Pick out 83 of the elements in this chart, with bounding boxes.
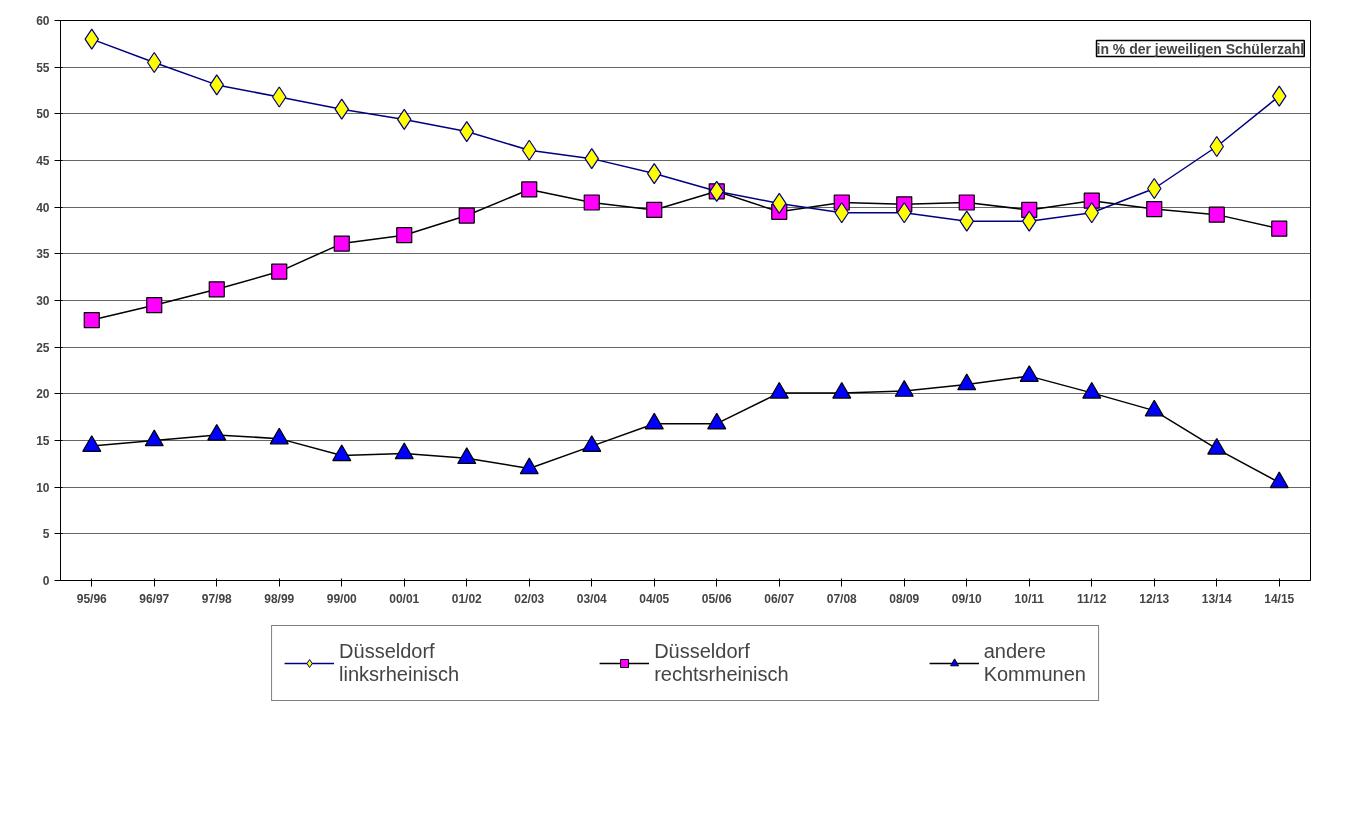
y-tick-label: 30 <box>36 294 50 308</box>
point <box>269 427 289 445</box>
legend-label: Düsseldorf linksrheinisch <box>339 639 460 687</box>
x-tick-label: 04/05 <box>639 591 670 606</box>
point <box>1271 220 1288 237</box>
y-tick-label: 15 <box>36 434 50 448</box>
y-tick-label: 25 <box>36 340 50 355</box>
point <box>1208 206 1225 223</box>
point <box>958 194 975 211</box>
x-tick-label: 02/03 <box>514 591 545 606</box>
point <box>271 86 287 108</box>
point <box>1269 471 1289 489</box>
point <box>146 297 163 314</box>
y-tick-label: 50 <box>36 107 50 122</box>
point <box>271 263 288 280</box>
x-tick-label: 09/10 <box>951 591 983 606</box>
y-tick-label: 20 <box>36 387 50 402</box>
point <box>458 207 475 224</box>
x-tick-label: 10/11 <box>1014 591 1045 606</box>
point <box>394 442 414 460</box>
point <box>521 181 538 198</box>
point <box>646 201 663 219</box>
x-tick-label: 00/01 <box>389 591 420 606</box>
x-tick-label: 05/06 <box>701 591 733 606</box>
y-tick-label: 35 <box>36 247 50 262</box>
point <box>519 457 539 475</box>
point <box>207 423 227 441</box>
y-tick-label: 10 <box>36 480 50 495</box>
point <box>644 412 664 430</box>
point <box>1207 437 1227 455</box>
point <box>957 373 977 391</box>
x-tick-label: 14/15 <box>1264 591 1295 606</box>
point <box>834 202 850 224</box>
point <box>82 435 102 452</box>
point <box>333 235 350 252</box>
point <box>396 227 413 244</box>
point <box>1021 210 1037 232</box>
annotation: in % der jeweiligen Schülerzahl <box>1096 40 1305 57</box>
point <box>1019 365 1039 382</box>
x-tick-label: 08/09 <box>889 591 920 606</box>
point <box>1082 381 1102 399</box>
point <box>896 202 912 224</box>
x-tick-label: 12/13 <box>1139 591 1170 606</box>
point <box>894 380 914 397</box>
x-tick-label: 96/97 <box>139 591 170 606</box>
point <box>707 412 727 430</box>
point <box>332 444 352 462</box>
point <box>1084 202 1100 224</box>
x-tick-label: 99/00 <box>326 591 358 606</box>
x-tick-label: 95/96 <box>76 591 108 606</box>
point <box>583 194 600 211</box>
x-tick-label: 13/14 <box>1201 591 1233 606</box>
x-tick-label: 98/99 <box>264 591 295 606</box>
x-tick-label: 11/12 <box>1077 591 1107 606</box>
y-tick-label: 60 <box>36 14 50 28</box>
point <box>1271 85 1287 107</box>
y-tick-label: 55 <box>36 60 50 75</box>
legend-label: Düsseldorf rechtsrheinisch <box>654 639 789 687</box>
point <box>959 210 975 232</box>
point <box>334 98 350 120</box>
x-tick-label: 03/04 <box>576 591 608 606</box>
point <box>457 447 477 465</box>
x-tick-label: 01/02 <box>451 591 483 606</box>
x-tick-label: 07/08 <box>826 591 858 606</box>
point <box>144 429 164 447</box>
point <box>83 312 100 329</box>
point <box>521 139 537 161</box>
x-tick-label: 97/98 <box>201 591 233 606</box>
point <box>832 381 852 399</box>
x-tick-label: 06/07 <box>764 591 795 606</box>
legend-label: andere Kommunen <box>983 639 1086 687</box>
point <box>208 281 225 298</box>
point <box>1144 399 1164 417</box>
point <box>584 148 600 170</box>
point <box>84 28 100 50</box>
y-tick-label: 0 <box>42 574 50 588</box>
y-tick-label: 45 <box>36 154 50 168</box>
point <box>769 381 789 399</box>
point <box>1146 200 1163 218</box>
point <box>582 435 602 452</box>
y-tick-label: 40 <box>36 200 50 215</box>
y-tick-label: 5 <box>42 527 50 542</box>
point <box>209 74 225 96</box>
